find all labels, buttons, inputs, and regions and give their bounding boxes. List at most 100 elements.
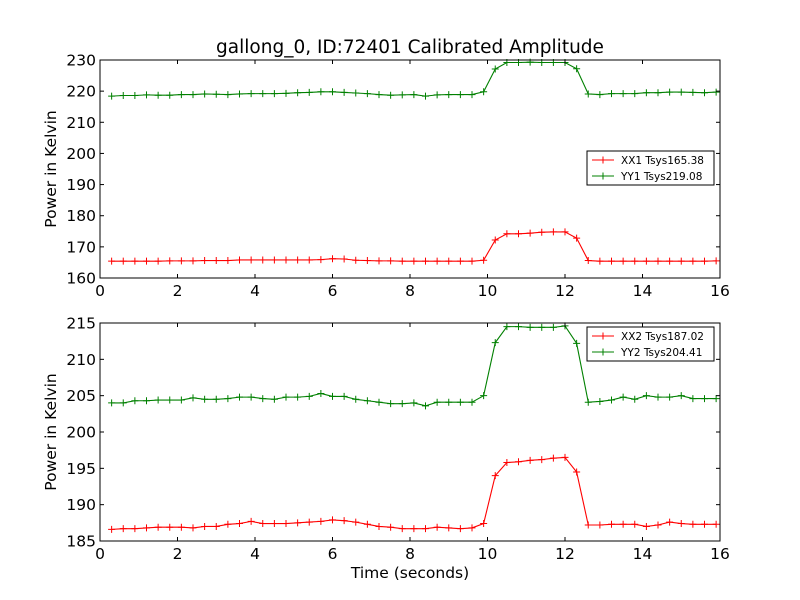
data-point: [631, 520, 639, 528]
data-point: [224, 520, 232, 528]
data-point: [398, 400, 406, 408]
x-tick-label: 8: [405, 545, 415, 563]
data-point: [131, 525, 139, 533]
data-point: [596, 521, 604, 529]
x-tick-label: 16: [710, 282, 730, 300]
data-point: [689, 88, 697, 96]
data-point: [201, 522, 209, 530]
data-point: [619, 257, 627, 265]
x-tick-label: 4: [250, 545, 260, 563]
data-point: [584, 398, 592, 406]
data-point: [503, 459, 511, 467]
y-axis-label: Power in Kelvin: [42, 110, 60, 227]
data-point: [143, 257, 150, 265]
data-point: [177, 257, 185, 265]
data-point: [666, 518, 674, 526]
data-point: [166, 91, 174, 99]
data-point: [445, 524, 453, 532]
y-tick-label: 195: [66, 460, 96, 478]
data-point: [177, 91, 185, 99]
data-point: [712, 88, 720, 96]
data-point: [677, 88, 685, 96]
data-point: [375, 522, 383, 530]
legend-marker: [599, 172, 607, 180]
data-point: [398, 91, 406, 99]
data-point: [119, 257, 127, 265]
data-point: [410, 257, 418, 265]
y-tick-label: 215: [66, 315, 96, 333]
data-point: [259, 256, 267, 264]
data-point: [317, 256, 325, 264]
data-point: [701, 520, 708, 528]
data-point: [456, 525, 464, 533]
x-tick-label: 0: [95, 545, 105, 563]
data-point: [445, 257, 453, 265]
data-point: [154, 257, 162, 265]
data-point: [247, 256, 255, 264]
data-point: [491, 236, 499, 244]
data-point: [352, 395, 360, 403]
data-point: [154, 523, 162, 531]
data-point: [329, 88, 336, 96]
data-point: [456, 91, 464, 99]
data-point: [201, 90, 209, 98]
data-point: [387, 257, 395, 265]
data-point: [387, 523, 395, 531]
data-point: [352, 89, 360, 97]
data-point: [573, 468, 581, 476]
data-point: [108, 92, 116, 100]
x-tick-label: 10: [478, 545, 498, 563]
data-point: [538, 456, 546, 464]
data-point: [422, 525, 429, 533]
y-tick-label: 210: [66, 351, 96, 369]
data-point: [410, 91, 418, 99]
data-point: [561, 453, 569, 461]
data-point: [526, 323, 534, 331]
data-point: [294, 256, 302, 264]
data-point: [573, 339, 581, 347]
data-point: [363, 257, 371, 265]
data-point: [340, 517, 348, 525]
data-point: [666, 257, 674, 265]
data-point: [294, 393, 302, 401]
y-tick-label: 230: [66, 52, 96, 70]
data-point: [224, 91, 232, 99]
data-point: [236, 256, 243, 264]
x-axis-label: Time (seconds): [350, 564, 469, 582]
data-point: [259, 90, 267, 98]
data-point: [596, 257, 604, 265]
data-point: [642, 522, 650, 530]
x-tick-label: 6: [328, 282, 338, 300]
data-point: [410, 525, 418, 533]
data-point: [526, 229, 534, 237]
x-tick-label: 8: [405, 282, 415, 300]
data-point: [515, 458, 522, 466]
data-point: [294, 89, 302, 97]
data-point: [119, 92, 127, 99]
x-tick-label: 14: [633, 545, 653, 563]
data-point: [166, 396, 174, 404]
data-point: [375, 257, 383, 265]
data-point: [108, 525, 116, 533]
legend-box: [586, 150, 715, 186]
data-point: [491, 339, 499, 347]
data-point: [143, 397, 150, 405]
data-point: [666, 88, 674, 96]
data-point: [689, 395, 697, 403]
data-point: [677, 392, 685, 400]
data-point: [154, 91, 162, 99]
y-tick-label: 220: [66, 83, 96, 101]
data-point: [166, 257, 174, 265]
data-point: [701, 89, 708, 97]
y-tick-label: 200: [66, 424, 96, 442]
data-point: [584, 90, 592, 98]
data-point: [677, 520, 685, 528]
data-point: [701, 257, 708, 265]
y-tick-label: 205: [66, 387, 96, 405]
top-subplot: 0 2 4 6 8 10 12 14 16 160 170 180 190 200 210 220 230 Pow…: [42, 52, 730, 301]
data-point: [270, 395, 278, 403]
data-point: [689, 520, 697, 528]
data-point: [201, 395, 209, 403]
data-point: [305, 518, 313, 526]
